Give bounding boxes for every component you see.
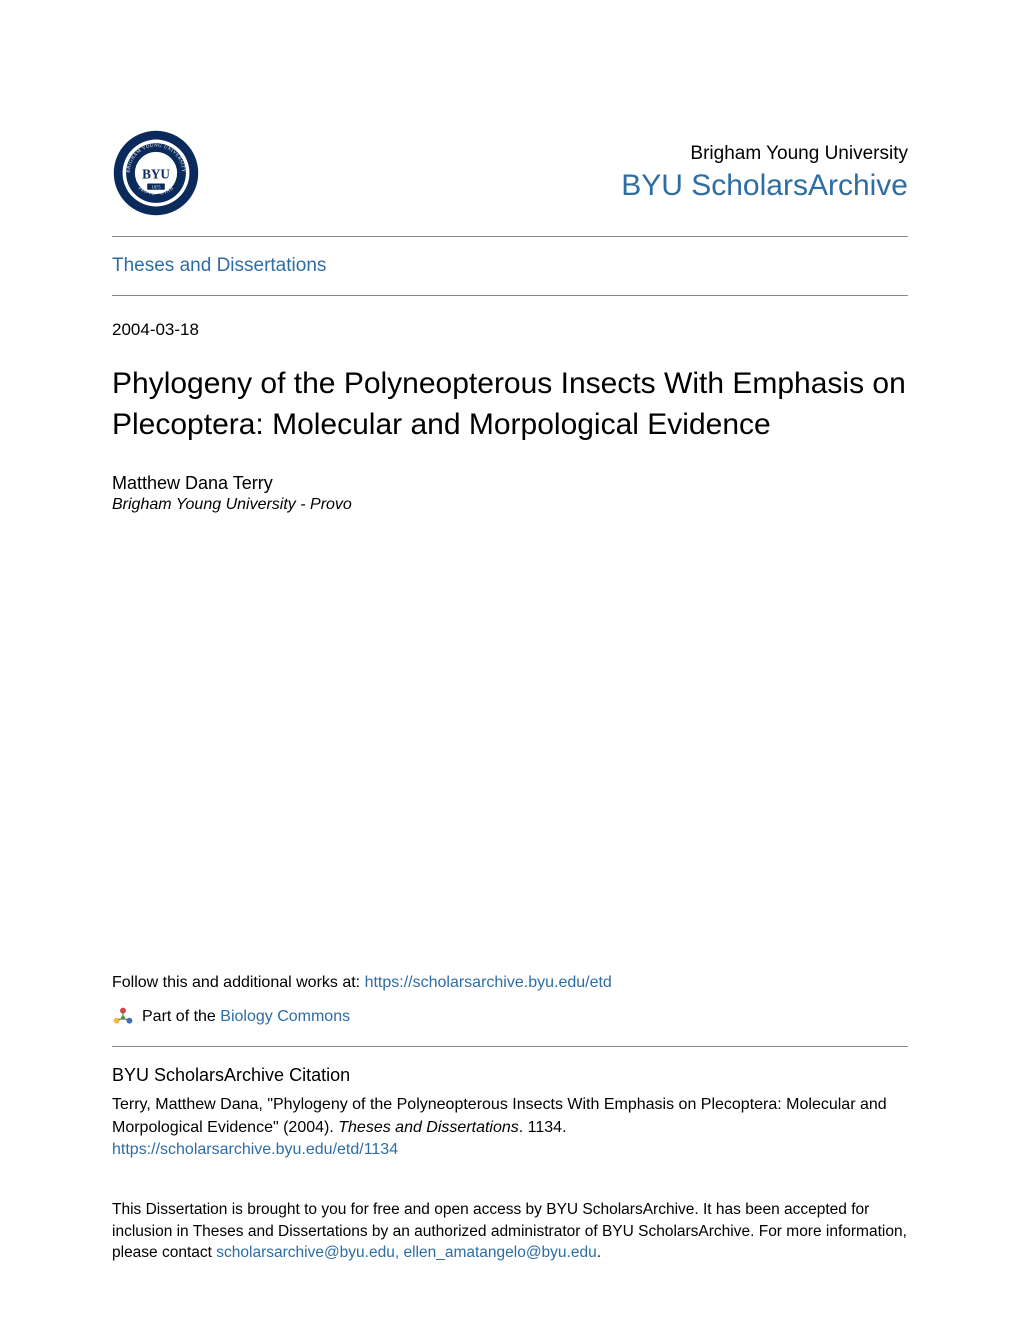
contact-email-link[interactable]: scholarsarchive@byu.edu, ellen_amatangel…	[216, 1244, 596, 1261]
citation-part2: . 1134.	[519, 1119, 567, 1136]
follow-prefix: Follow this and additional works at:	[112, 974, 365, 991]
citation-heading: BYU ScholarsArchive Citation	[112, 1065, 908, 1086]
citation-url-link[interactable]: https://scholarsarchive.byu.edu/etd/1134	[112, 1141, 908, 1159]
author-affiliation: Brigham Young University - Provo	[112, 496, 908, 514]
breadcrumb: Theses and Dissertations	[112, 237, 908, 295]
citation-series: Theses and Dissertations	[338, 1119, 519, 1136]
divider-citation	[112, 1046, 908, 1047]
citation-text: Terry, Matthew Dana, "Phylogeny of the P…	[112, 1094, 908, 1139]
breadcrumb-link-theses[interactable]: Theses and Dissertations	[112, 255, 326, 276]
page-container: BYU BRIGHAM YOUNG UNIVERSITY PROVO · UTA…	[0, 0, 1020, 1320]
part-of-line: Part of the Biology Commons	[112, 1006, 908, 1028]
commons-network-icon	[112, 1006, 134, 1028]
partof-text: Part of the Biology Commons	[142, 1008, 350, 1026]
biology-commons-link[interactable]: Biology Commons	[220, 1008, 350, 1025]
follow-url-link[interactable]: https://scholarsarchive.byu.edu/etd	[365, 974, 612, 991]
seal-icon: BYU BRIGHAM YOUNG UNIVERSITY PROVO · UTA…	[112, 129, 200, 217]
university-seal-logo: BYU BRIGHAM YOUNG UNIVERSITY PROVO · UTA…	[112, 129, 200, 217]
archive-home-link[interactable]: BYU ScholarsArchive	[621, 169, 908, 203]
access-statement: This Dissertation is brought to you for …	[112, 1199, 908, 1264]
university-name: Brigham Young University	[621, 143, 908, 165]
divider-breadcrumb	[112, 295, 908, 296]
follow-works-line: Follow this and additional works at: htt…	[112, 974, 908, 992]
partof-prefix: Part of the	[142, 1008, 220, 1025]
header-text-block: Brigham Young University BYU ScholarsArc…	[621, 143, 908, 203]
document-title: Phylogeny of the Polyneopterous Insects …	[112, 364, 908, 445]
lower-metadata-block: Follow this and additional works at: htt…	[112, 974, 908, 1264]
author-name: Matthew Dana Terry	[112, 473, 908, 494]
svg-text:BYU: BYU	[142, 166, 170, 181]
page-header: BYU BRIGHAM YOUNG UNIVERSITY PROVO · UTA…	[112, 128, 908, 236]
svg-text:1875: 1875	[152, 184, 162, 189]
access-text-end: .	[597, 1244, 601, 1261]
publication-date: 2004-03-18	[112, 320, 908, 340]
